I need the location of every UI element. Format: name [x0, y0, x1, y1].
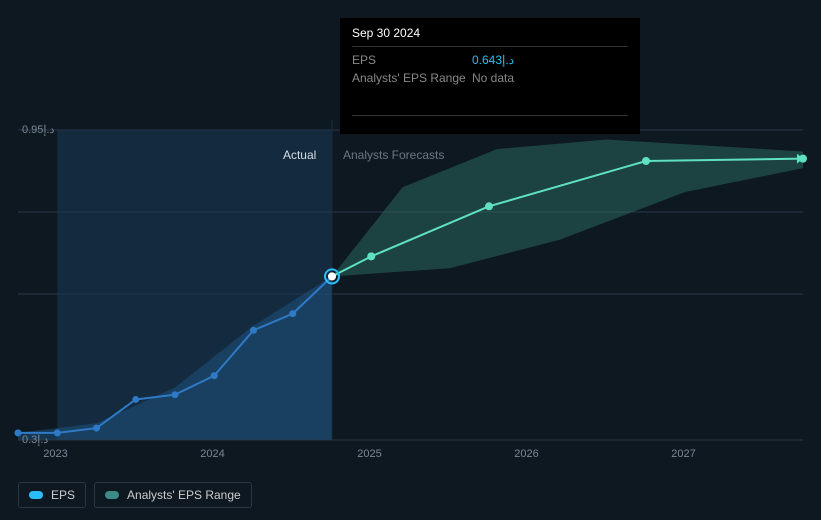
tooltip-value: 0.643د.إ — [472, 51, 514, 69]
eps-forecast-chart: 0.95د.إ 0.3د.إ Actual Analysts Forecasts… — [0, 0, 821, 520]
yaxis-label-top: 0.95د.إ — [22, 123, 54, 136]
region-label-actual: Actual — [283, 148, 316, 162]
xaxis-label: 2026 — [514, 448, 538, 460]
legend-swatch-icon — [29, 491, 43, 499]
region-label-forecast: Analysts Forecasts — [343, 148, 444, 162]
legend-item-range[interactable]: Analysts' EPS Range — [94, 482, 252, 508]
legend-label: Analysts' EPS Range — [127, 488, 241, 502]
xaxis-label: 2027 — [671, 448, 695, 460]
tooltip-value: No data — [472, 69, 514, 87]
legend-label: EPS — [51, 488, 75, 502]
tooltip-label: EPS — [352, 51, 472, 69]
xaxis-label: 2025 — [357, 448, 381, 460]
hover-tooltip: Sep 30 2024 EPS 0.643د.إ Analysts' EPS R… — [340, 18, 640, 134]
xaxis-label: 2023 — [43, 448, 67, 460]
yaxis-label-bottom: 0.3د.إ — [22, 433, 48, 446]
tooltip-label: Analysts' EPS Range — [352, 69, 472, 87]
xaxis-label: 2024 — [200, 448, 224, 460]
tooltip-row: EPS 0.643د.إ — [352, 51, 628, 69]
tooltip-row: Analysts' EPS Range No data — [352, 69, 628, 87]
legend-swatch-icon — [105, 491, 119, 499]
tooltip-date: Sep 30 2024 — [352, 26, 628, 40]
legend: EPS Analysts' EPS Range — [18, 482, 252, 508]
legend-item-eps[interactable]: EPS — [18, 482, 86, 508]
